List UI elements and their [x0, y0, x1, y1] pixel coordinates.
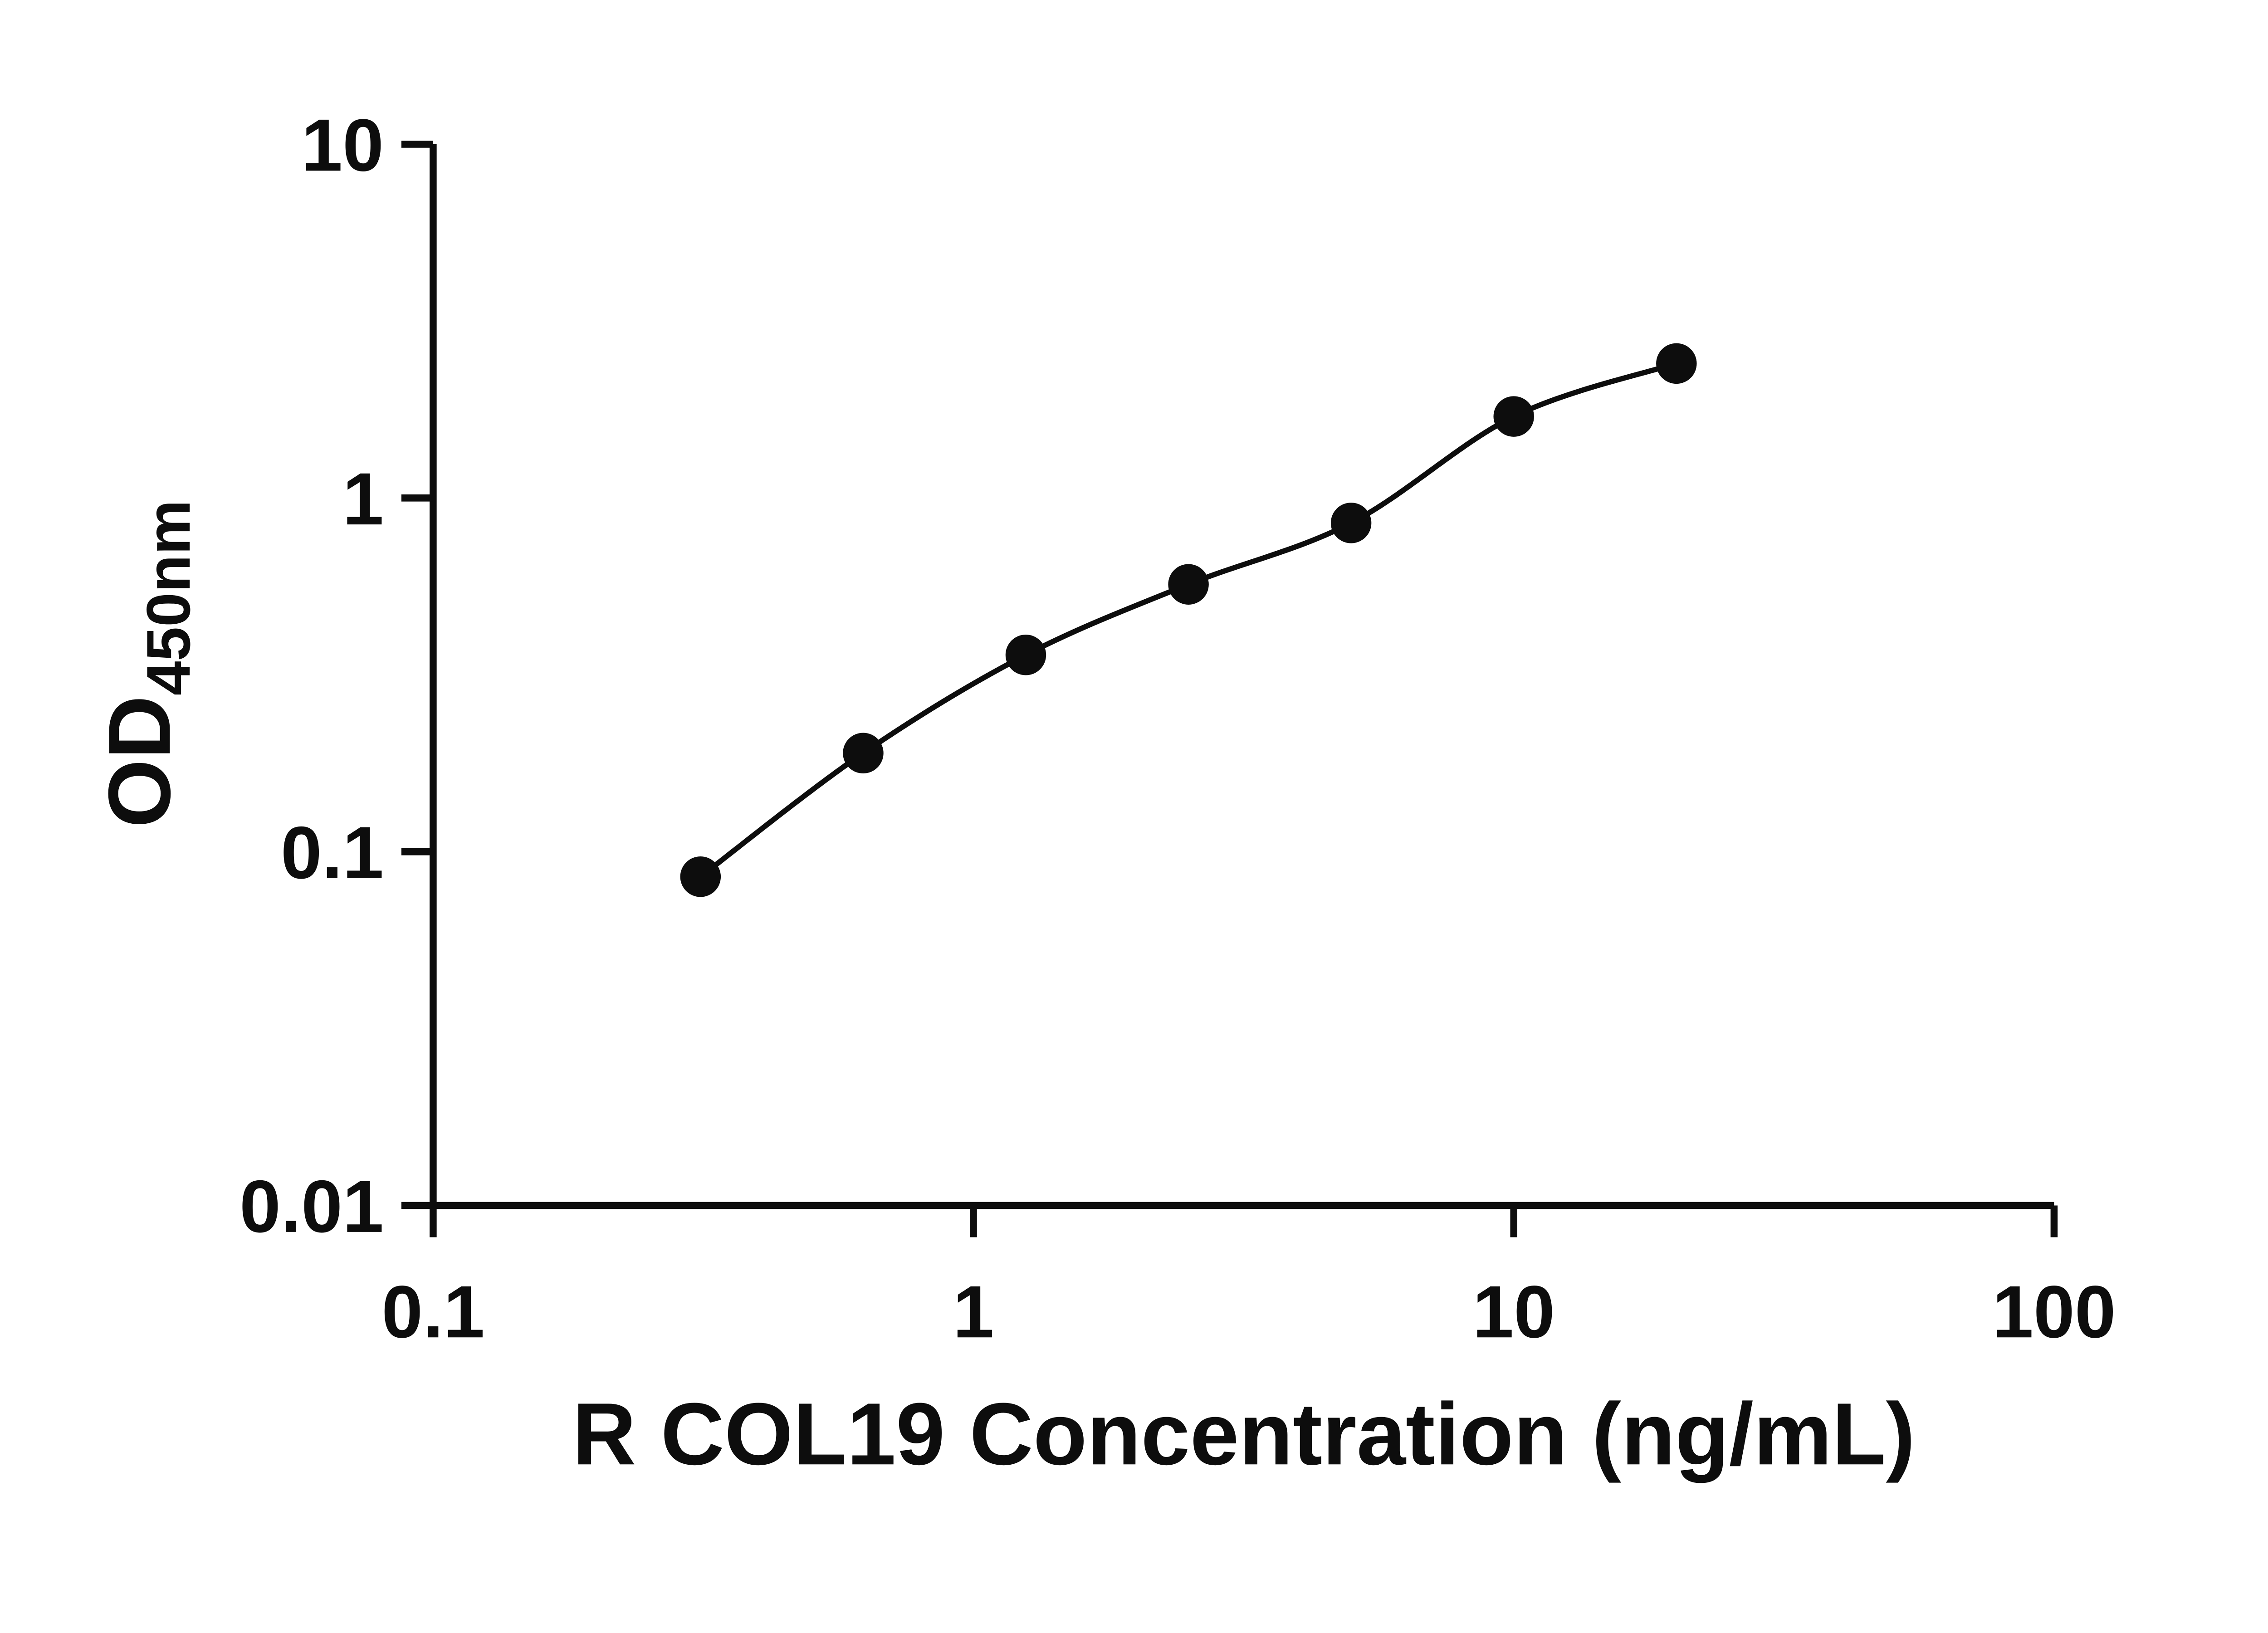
data-point	[1656, 343, 1697, 384]
y-tick-label: 0.01	[240, 1165, 384, 1248]
data-point	[1330, 503, 1372, 543]
y-tick-label: 1	[342, 457, 384, 540]
axis-spines	[430, 144, 2054, 1209]
x-tick-label: 0.1	[381, 1270, 484, 1353]
chart-canvas: 0.1 1 10 100 0.01 0.1 1 10 R COL19 Concentratio…	[90, 103, 2116, 1484]
plot-layer: 0.1 1 10 100 0.01 0.1 1 10	[240, 103, 2116, 1353]
data-point	[680, 856, 721, 897]
standard-curve-chart: 0.1 1 10 100 0.01 0.1 1 10 R COL19 Concentratio…	[90, 103, 2116, 1483]
fit-curve	[699, 361, 1677, 879]
x-tick-label: 10	[1472, 1270, 1555, 1353]
data-point	[1005, 635, 1046, 675]
y-tick-label: 0.1	[281, 811, 384, 894]
x-axis-title: R COL19 Concentration (ng/mL)	[572, 1385, 1915, 1483]
y-axis-title-main: OD	[90, 695, 189, 828]
y-tick-label: 10	[301, 103, 384, 186]
x-tick-label: 1	[953, 1270, 994, 1353]
y-axis-title-sub: 450nm	[134, 500, 203, 695]
data-point	[1168, 564, 1209, 605]
y-axis-title: OD450nm	[90, 500, 203, 828]
data-point	[843, 733, 884, 773]
x-tick-label: 100	[1992, 1270, 2116, 1353]
data-point	[1493, 396, 1534, 437]
